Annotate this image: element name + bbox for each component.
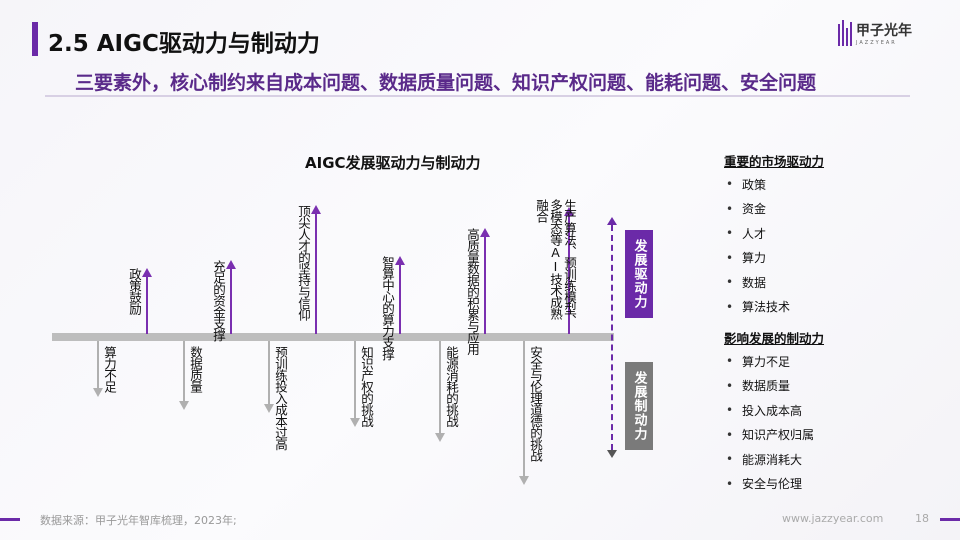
constraint-label: 能源消耗的挑战 <box>444 346 459 427</box>
driver-label: 高质量数据的积累与应用 <box>465 228 480 355</box>
driver-arrow <box>226 260 236 334</box>
logo: 甲子光年 JAZZYEAR <box>838 20 912 46</box>
constraint-label: 预训练投入成本过高 <box>273 346 288 450</box>
list-item: 数据质量 <box>726 374 814 399</box>
list-item: 算力不足 <box>726 349 814 374</box>
constraint-label: 知识产权的挑战 <box>359 346 374 427</box>
list-item: 算法技术 <box>726 295 790 320</box>
drive-label-box: 发展驱动力 <box>625 230 653 318</box>
list-item: 能源消耗大 <box>726 447 814 472</box>
constraint-arrow <box>264 341 274 413</box>
constraint-arrow <box>435 341 445 442</box>
driver-label: 生产算法、预训练模型、多模态等AI技术成熟融合 <box>534 199 577 326</box>
constraint-arrow <box>519 341 529 485</box>
constraint-label: 安全与伦理道德的挑战 <box>528 346 543 461</box>
list-item: 人才 <box>726 221 790 246</box>
footer-accent-right <box>940 518 960 521</box>
constraint-label: 算力不足 <box>102 346 117 392</box>
list-item: 政策 <box>726 172 790 197</box>
footer-url[interactable]: www.jazzyear.com <box>782 512 884 525</box>
page-subtitle: 三要素外，核心制约来自成本问题、数据质量问题、知识产权问题、能耗问题、安全问题 <box>75 72 817 94</box>
driver-label: 政策鼓励 <box>127 268 142 314</box>
driver-arrow <box>395 256 405 334</box>
constraint-arrow <box>179 341 189 410</box>
timeline-axis <box>52 333 614 341</box>
constraint-arrow <box>350 341 360 427</box>
driver-arrow <box>480 228 490 334</box>
logo-bars-icon <box>838 20 852 46</box>
drivers-heading: 重要的市场驱动力 <box>724 154 825 169</box>
driver-arrow <box>311 205 321 334</box>
page-title: 2.5 AIGC驱动力与制动力 <box>48 31 320 57</box>
title-accent-bar <box>32 22 38 56</box>
constraints-list: 算力不足数据质量投入成本高知识产权归属能源消耗大安全与伦理 <box>726 349 814 496</box>
constraints-heading: 影响发展的制动力 <box>724 331 825 346</box>
list-item: 算力 <box>726 246 790 271</box>
logo-tagline: JAZZYEAR <box>856 40 897 46</box>
driver-label: 充足的资金支撑 <box>211 260 226 341</box>
list-item: 安全与伦理 <box>726 472 814 497</box>
diagram-title: AIGC发展驱动力与制动力 <box>305 154 481 172</box>
driver-label: 顶尖人才的坚持与信仰 <box>296 205 311 320</box>
driver-arrow <box>142 268 152 334</box>
constraint-label-box: 发展制动力 <box>625 362 653 450</box>
footer-accent-left <box>0 518 20 521</box>
constraint-label: 数据质量 <box>188 346 203 392</box>
list-item: 知识产权归属 <box>726 423 814 448</box>
drivers-list: 政策资金人才算力数据算法技术 <box>726 172 790 319</box>
logo-name: 甲子光年 <box>856 23 912 39</box>
driver-arrow <box>564 207 574 334</box>
data-source: 数据来源：甲子光年智库梳理，2023年; <box>40 514 237 527</box>
constraint-arrow <box>93 341 103 397</box>
dashed-double-arrow <box>607 217 617 458</box>
list-item: 投入成本高 <box>726 398 814 423</box>
list-item: 资金 <box>726 197 790 222</box>
list-item: 数据 <box>726 270 790 295</box>
subtitle-divider <box>45 95 910 97</box>
page-number: 18 <box>915 512 929 525</box>
driver-label: 智算中心的算力支撑 <box>380 256 395 360</box>
